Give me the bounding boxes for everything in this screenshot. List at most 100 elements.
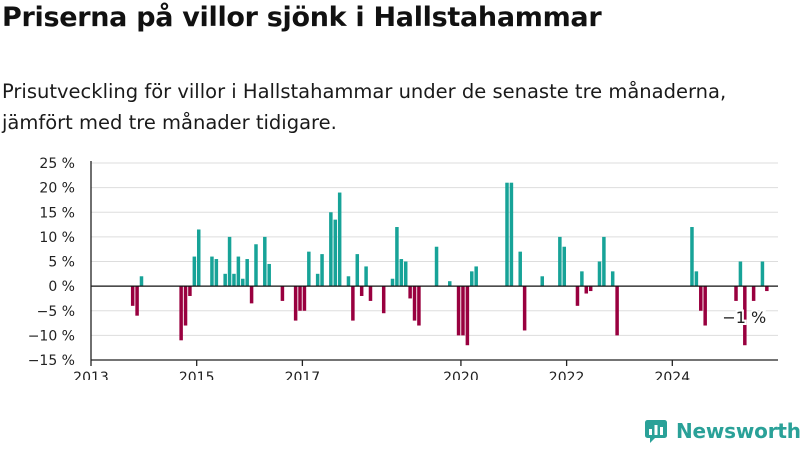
bar <box>540 276 544 287</box>
bar <box>280 286 285 301</box>
bar <box>399 259 404 287</box>
bar <box>192 256 197 287</box>
bar <box>461 286 465 336</box>
axes: −15 % −10 % −5 % 0 % 5 % 10 % 15 % 20 % 25 % 2013… <box>28 156 778 380</box>
brand-name: Newsworthy <box>676 419 800 443</box>
bar <box>694 271 699 287</box>
bar <box>315 273 320 287</box>
bar <box>241 278 245 287</box>
bar <box>703 286 707 326</box>
bar <box>254 244 258 287</box>
y-tick-label: 25 % <box>39 156 75 172</box>
bar <box>588 286 593 292</box>
bar <box>210 256 214 287</box>
bar <box>135 286 139 316</box>
bar <box>743 286 747 346</box>
bar <box>505 182 509 287</box>
bar-chart: −15 % −10 % −5 % 0 % 5 % 10 % 15 % 20 % 25 % 2013… <box>28 156 778 380</box>
bar <box>734 286 738 301</box>
bar <box>183 286 188 326</box>
bar <box>368 286 373 301</box>
bar <box>223 273 227 287</box>
bar <box>765 286 769 292</box>
bar <box>597 261 602 287</box>
bar <box>139 276 144 287</box>
bar <box>337 192 342 287</box>
bar <box>333 219 338 287</box>
y-tick-label: 10 % <box>39 230 75 246</box>
y-tick-label: −5 % <box>37 304 75 320</box>
gridlines <box>91 162 778 336</box>
bar <box>307 251 311 287</box>
bar <box>448 281 452 287</box>
bar <box>298 286 302 311</box>
y-tick-label: 0 % <box>48 279 75 295</box>
bar <box>390 278 395 287</box>
bar <box>434 246 439 287</box>
x-tick-label: 2013 <box>73 370 109 380</box>
bar <box>196 229 201 287</box>
bar <box>408 286 412 299</box>
bar <box>351 286 355 321</box>
bar <box>522 286 527 331</box>
x-tick-label: 2015 <box>179 370 215 380</box>
bar <box>263 236 267 287</box>
bar <box>456 286 461 336</box>
newsworthy-logo-icon <box>645 420 667 443</box>
x-tick-label: 2017 <box>285 370 321 380</box>
bar <box>417 286 421 326</box>
annotation-layer: −1 % <box>720 306 768 329</box>
bar <box>465 286 470 346</box>
x-tick-label: 2022 <box>549 370 585 380</box>
bar <box>355 254 360 287</box>
bar <box>267 263 271 287</box>
bar <box>346 276 351 287</box>
bar <box>293 286 298 321</box>
bar <box>381 286 386 314</box>
bar <box>302 286 307 311</box>
x-tick-label: 2024 <box>654 370 690 380</box>
bar <box>227 236 232 287</box>
bar <box>738 261 743 287</box>
page-title: Priserna på villor sjönk i Hallstahammar <box>2 2 602 33</box>
bar <box>245 259 249 287</box>
x-tick-label: 2020 <box>443 370 479 380</box>
bar <box>584 286 589 294</box>
bar <box>580 271 584 287</box>
y-tick-label: 20 % <box>39 181 75 197</box>
bar <box>179 286 183 341</box>
bar <box>575 286 580 306</box>
bar <box>509 182 514 287</box>
bar <box>699 286 703 311</box>
bar <box>562 246 567 287</box>
y-tick-label: −10 % <box>28 328 75 344</box>
y-tick-label: 5 % <box>48 255 75 271</box>
bar <box>188 286 192 296</box>
bar <box>518 251 522 287</box>
bar <box>558 236 562 287</box>
bar <box>403 261 408 287</box>
bar <box>610 271 615 287</box>
bar <box>320 254 324 287</box>
bars <box>130 182 769 346</box>
bar <box>236 256 241 287</box>
bar <box>130 286 135 306</box>
page-subtitle: Prisutveckling för villor i Hallstahamma… <box>2 80 727 134</box>
bar <box>364 266 368 287</box>
bar <box>751 286 756 301</box>
bar <box>249 286 254 304</box>
bar <box>329 212 333 287</box>
last-value-label: −1 % <box>722 308 766 327</box>
y-tick-label: 15 % <box>39 205 75 221</box>
bar <box>690 227 694 287</box>
bar <box>214 259 219 287</box>
bar <box>602 236 606 287</box>
bar <box>412 286 417 321</box>
bar <box>395 227 399 287</box>
bar <box>470 271 474 287</box>
bar <box>359 286 364 296</box>
bar <box>615 286 619 336</box>
y-tick-label: −15 % <box>28 353 75 369</box>
bar <box>232 273 236 287</box>
brand-logo: Newsworthy <box>643 418 800 444</box>
